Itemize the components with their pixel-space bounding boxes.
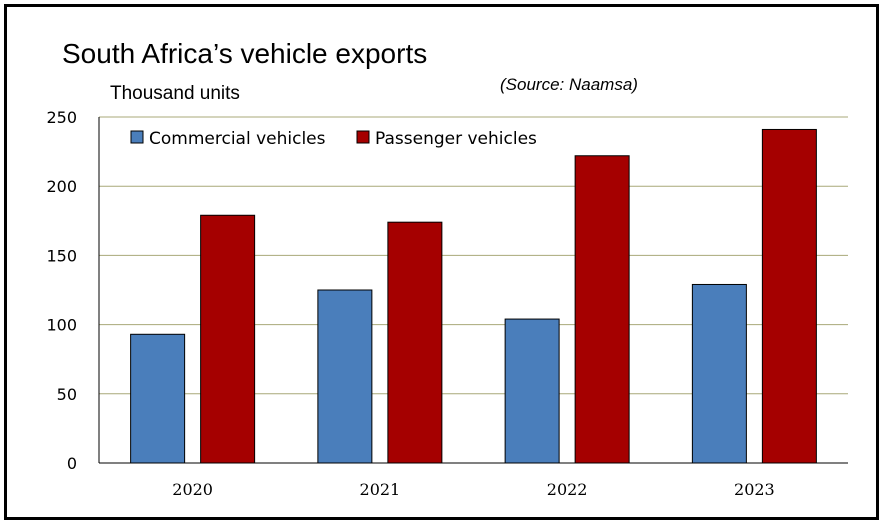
legend-swatch	[356, 130, 370, 144]
x-tick-label: 2020	[172, 480, 213, 499]
chart-title: South Africa’s vehicle exports	[62, 38, 428, 69]
x-tick-label: 2022	[547, 480, 588, 499]
y-axis-label: Thousand units	[110, 83, 240, 104]
legend-swatch	[130, 130, 144, 144]
bar-commercial-vehicles-2021	[317, 289, 373, 464]
bar-passenger-vehicles-2022	[574, 155, 630, 464]
x-tick-label: 2021	[360, 480, 401, 499]
legend-label: Passenger vehicles	[375, 129, 537, 149]
y-tick-label: 0	[67, 454, 77, 473]
bar-commercial-vehicles-2020	[130, 333, 186, 464]
y-tick-label: 50	[57, 385, 77, 404]
bar-passenger-vehicles-2023	[761, 128, 817, 464]
y-tick-label: 150	[46, 246, 77, 265]
legend-label: Commercial vehicles	[149, 129, 326, 149]
bar-passenger-vehicles-2021	[387, 221, 443, 464]
bar-commercial-vehicles-2023	[691, 283, 747, 464]
y-tick-label: 250	[46, 108, 77, 127]
source-note: (Source: Naamsa)	[500, 75, 638, 94]
y-tick-label: 200	[46, 177, 77, 196]
y-tick-label: 100	[46, 316, 77, 335]
bar-passenger-vehicles-2020	[200, 214, 256, 464]
bar-commercial-vehicles-2022	[504, 318, 560, 464]
x-tick-label: 2023	[734, 480, 775, 499]
